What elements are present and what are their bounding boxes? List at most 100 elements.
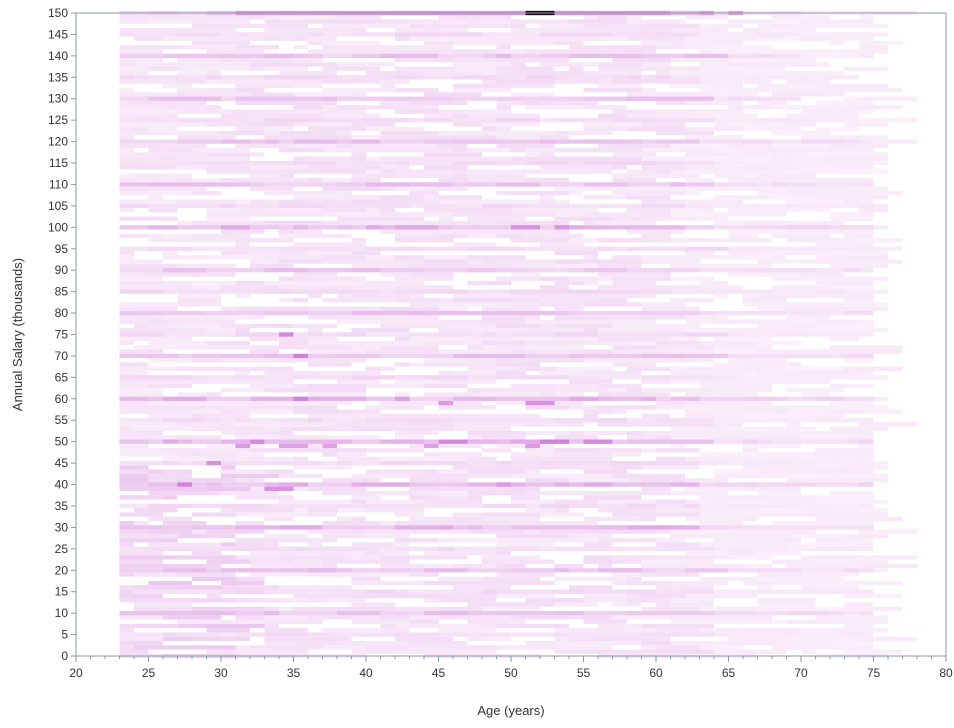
heatmap-bg-cell	[627, 302, 642, 307]
heatmap-bg-cell	[221, 598, 236, 603]
heatmap-bg-cell	[308, 615, 352, 620]
heatmap-row-cell	[554, 75, 569, 80]
heatmap-row-cell	[134, 460, 163, 466]
heatmap-bg-cell	[656, 623, 714, 629]
heatmap-cell	[525, 400, 555, 406]
heatmap-bg-cell	[743, 448, 758, 453]
heatmap-bg-cell	[148, 413, 192, 419]
heatmap-bg-cell	[250, 619, 265, 624]
heatmap-bg-cell	[844, 593, 903, 599]
heatmap-bg-cell	[540, 165, 598, 170]
heatmap-row-cell	[279, 610, 294, 616]
heatmap-bg-cell	[656, 435, 671, 440]
heatmap-bg-cell	[148, 516, 192, 521]
heatmap-row-cell	[308, 632, 337, 637]
heatmap-bg-cell	[293, 405, 337, 410]
heatmap-row-cell	[627, 439, 671, 444]
heatmap-bg-cell	[380, 100, 410, 106]
heatmap-row-cell	[308, 225, 337, 230]
heatmap-bg-cell	[366, 212, 381, 217]
heatmap-bg-cell	[322, 126, 366, 131]
heatmap-bg-cell	[366, 366, 381, 371]
heatmap-bg-cell	[656, 628, 700, 633]
heatmap-bg-cell	[496, 276, 540, 281]
heatmap-row-cell	[830, 525, 859, 530]
heatmap-row-cell	[293, 139, 337, 144]
heatmap-row-cell	[192, 375, 236, 380]
heatmap-bg-cell	[815, 452, 859, 457]
heatmap-bg-cell	[511, 619, 526, 624]
heatmap-bg-cell	[293, 276, 352, 281]
heatmap-bg-cell	[206, 255, 265, 260]
heatmap-bg-cell	[206, 623, 265, 629]
heatmap-bg-cell	[598, 405, 656, 410]
heatmap-row-cell	[496, 396, 540, 401]
heatmap-bg-cell	[351, 576, 381, 581]
heatmap-bg-cell	[801, 109, 859, 114]
heatmap-bg-cell	[757, 349, 787, 354]
heatmap-bg-cell	[685, 593, 714, 599]
heatmap-row-cell	[453, 96, 482, 101]
heatmap-bg-cell	[641, 165, 685, 170]
heatmap-bg-cell	[859, 109, 874, 114]
heatmap-bg-cell	[119, 383, 149, 389]
heatmap-bg-cell	[438, 598, 497, 603]
heatmap-bg-cell	[656, 585, 714, 590]
heatmap-bg-cell	[859, 452, 874, 457]
heatmap-bg-cell	[583, 370, 642, 376]
heatmap-row-cell	[569, 375, 598, 380]
heatmap-bg-cell	[250, 383, 294, 389]
heatmap-bg-cell	[670, 208, 700, 213]
heatmap-bg-cell	[859, 443, 874, 449]
heatmap-bg-cell	[467, 328, 497, 333]
heatmap-row-cell	[641, 375, 671, 380]
heatmap-bg-cell	[670, 619, 729, 624]
heatmap-bg-cell	[772, 580, 816, 586]
heatmap-bg-cell	[612, 319, 656, 324]
heatmap-row-cell	[670, 418, 714, 423]
heatmap-bg-cell	[641, 430, 671, 436]
heatmap-row-cell	[264, 568, 308, 573]
heatmap-bg-cell	[453, 422, 511, 427]
heatmap-bg-cell	[641, 473, 685, 479]
heatmap-bg-cell	[699, 383, 714, 389]
heatmap-bg-cell	[250, 173, 279, 179]
heatmap-row-cell	[627, 332, 656, 337]
heatmap-row-cell	[685, 139, 700, 144]
heatmap-row-cell	[786, 396, 816, 401]
heatmap-bg-cell	[235, 615, 265, 620]
heatmap-bg-cell	[511, 383, 555, 389]
heatmap-row-cell	[119, 246, 149, 251]
heatmap-bg-cell	[627, 212, 642, 217]
heatmap-bg-cell	[699, 216, 729, 221]
heatmap-row-cell	[453, 139, 497, 144]
heatmap-bg-cell	[815, 520, 874, 526]
heatmap-bg-cell	[569, 636, 598, 641]
heatmap-row-cell	[670, 96, 714, 101]
heatmap-bg-cell	[496, 538, 555, 543]
heatmap-row-cell	[627, 246, 642, 251]
heatmap-bg-cell	[119, 422, 163, 427]
heatmap-bg-cell	[685, 400, 743, 406]
heatmap-bg-cell	[815, 255, 830, 260]
heatmap-bg-cell	[293, 409, 352, 414]
heatmap-bg-cell	[308, 70, 337, 76]
heatmap-bg-cell	[380, 130, 439, 136]
heatmap-bg-cell	[511, 100, 526, 106]
heatmap-bg-cell	[482, 555, 511, 560]
heatmap-bg-cell	[743, 628, 801, 633]
heatmap-bg-cell	[525, 623, 569, 629]
heatmap-bg-cell	[728, 178, 787, 183]
heatmap-bg-cell	[699, 358, 714, 363]
heatmap-row-cell	[206, 96, 221, 101]
heatmap-row-cell	[134, 32, 178, 37]
heatmap-bg-cell	[685, 413, 714, 419]
heatmap-row-cell	[409, 160, 453, 166]
heatmap-row-cell	[337, 96, 366, 101]
heatmap-bg-cell	[395, 66, 453, 71]
heatmap-bg-cell	[293, 298, 308, 303]
heatmap-row-cell	[859, 203, 874, 209]
heatmap-bg-cell	[293, 645, 323, 650]
heatmap-row-cell	[177, 118, 221, 123]
heatmap-bg-cell	[235, 88, 265, 93]
